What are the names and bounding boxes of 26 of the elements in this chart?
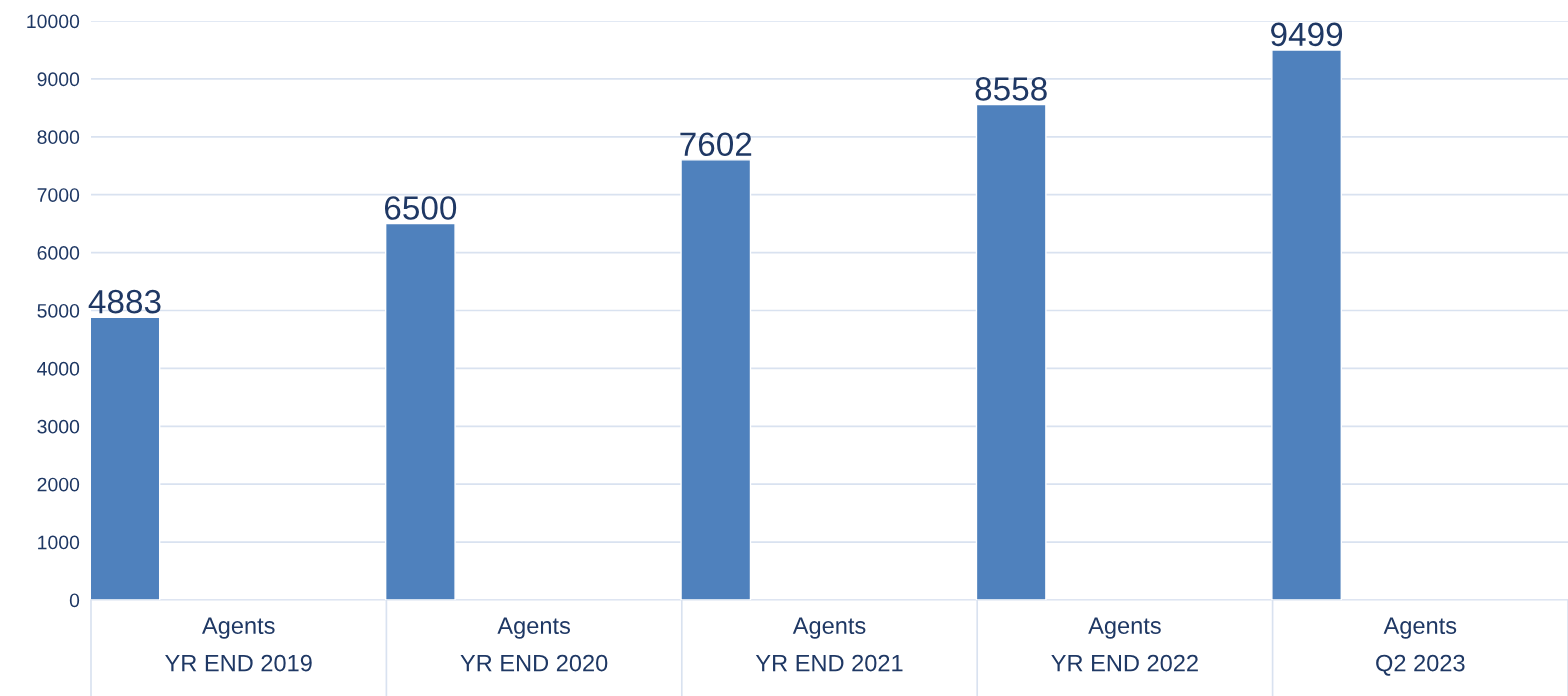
bar (680, 159, 752, 600)
y-tick-label: 7000 (37, 188, 80, 202)
y-tick-label: 5000 (37, 303, 80, 318)
y-tick-label: 10000 (27, 14, 80, 29)
y-tick-label: 9000 (37, 72, 80, 87)
bar (384, 222, 456, 600)
data-label: 7602 (680, 132, 752, 157)
data-label: 9499 (1271, 22, 1343, 47)
data-label: 8558 (975, 77, 1047, 101)
y-tick-label: 0 (69, 593, 80, 608)
y-tick-label: 1000 (38, 535, 80, 550)
y-tick-label: 4000 (37, 361, 80, 376)
bar (975, 103, 1047, 600)
bar (1271, 49, 1342, 600)
x-tick-label: Agents YR END 2021 (755, 617, 903, 672)
y-tick-label: 8000 (37, 130, 80, 145)
bar (91, 316, 161, 600)
x-tick-label: Agents YR END 2020 (460, 617, 608, 672)
data-label: 4883 (88, 289, 161, 314)
x-tick-label: Agents YR END 2022 (1051, 617, 1198, 672)
y-tick-label: 6000 (37, 246, 80, 260)
y-tick-label: 3000 (37, 419, 80, 434)
x-tick-label: Agents YR END 2019 (165, 617, 312, 672)
y-tick-label: 2000 (37, 477, 80, 492)
data-label: 6500 (384, 196, 457, 220)
x-tick-label: Agents Q2 2023 (1376, 617, 1465, 676)
